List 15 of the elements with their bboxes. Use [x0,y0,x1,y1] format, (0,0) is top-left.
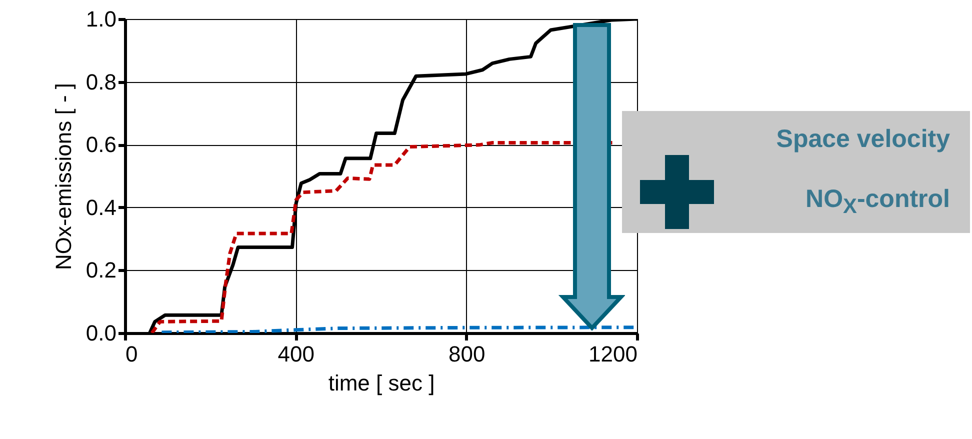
y-axis-title: NOx-emissions [ - ] [50,82,76,270]
x-tick-label: 0 [126,342,138,366]
y-tick-label: 1.0 [86,6,116,32]
x-tick-label: 1200 [588,342,638,366]
x-tick-label: 800 [448,342,486,366]
line-series [150,140,614,333]
y-tick-label: 0.6 [86,132,116,158]
x-tick-label: 400 [278,342,315,366]
y-tick-label: 0.8 [86,69,116,94]
y-tick-label: 0.4 [86,194,116,220]
text: NO$_{X}$-control [806,185,950,219]
x-axis-title: time [ sec ] [328,370,435,396]
y-tick-label: 0.0 [86,320,116,346]
y-tick-label: 0.2 [86,258,116,283]
text: Space velocity [776,125,950,154]
